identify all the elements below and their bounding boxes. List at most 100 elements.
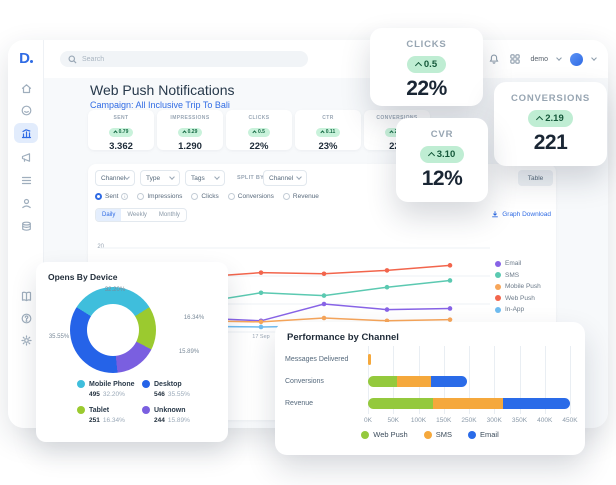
graph-download-link[interactable]: Graph Download: [491, 210, 551, 218]
contacts-icon[interactable]: [14, 193, 38, 213]
legend-dot: [495, 272, 501, 278]
legend-dot: [142, 380, 150, 388]
search-placeholder: Search: [82, 55, 105, 63]
up-trend-icon: [389, 130, 394, 135]
x-axis-tick: 17 Sep: [252, 334, 270, 340]
trend-badge: 0.79: [108, 127, 134, 137]
search-icon: [68, 54, 77, 64]
stat-value: 1.290: [178, 141, 202, 152]
bar-segment: [433, 398, 503, 409]
avatar[interactable]: [570, 52, 583, 66]
opens-by-device-card: Opens By Device 32.20% 16.34% 15.89% 35.…: [36, 262, 228, 442]
search-input[interactable]: Search: [60, 51, 308, 67]
slice-label-desktop: 35.55%: [48, 334, 70, 340]
stat-label: CONVERSIONS: [376, 115, 418, 121]
stat-label: CTR: [322, 115, 334, 121]
info-icon: i: [121, 192, 129, 200]
megaphone-icon[interactable]: [14, 147, 38, 167]
x-axis-tick: 0K: [364, 417, 372, 424]
username[interactable]: demo: [530, 55, 548, 63]
chevron-down-icon: [124, 174, 130, 180]
stat-label: IMPRESSIONS: [170, 115, 210, 121]
bar-segment: [368, 398, 434, 409]
radio-sent[interactable]: Sent i: [95, 192, 129, 200]
up-trend-icon: [252, 130, 257, 135]
radio-dot: [95, 192, 102, 200]
chevron-down-icon: [214, 174, 220, 180]
help-icon[interactable]: [14, 308, 38, 328]
period-tabs: Daily Weekly Monthly: [95, 208, 187, 222]
slice-label-mobile: 32.20%: [104, 287, 126, 293]
slice-label-tablet: 16.34%: [183, 315, 205, 321]
legend-item: Email: [467, 430, 499, 439]
bar-segment: [368, 376, 398, 387]
bar-segment: [430, 376, 467, 387]
stat-card-sent: SENT 0.79 3.362: [88, 110, 154, 152]
legend-item: Mobile Push: [495, 283, 541, 290]
tab-daily[interactable]: Daily: [96, 209, 122, 221]
trend-badge: 2.19: [528, 110, 573, 127]
table-view-button[interactable]: Table: [518, 170, 553, 186]
settings-gear-icon[interactable]: [14, 330, 38, 350]
bar-row-label: Conversions: [285, 378, 324, 385]
stat-label: SENT: [113, 115, 129, 121]
performance-by-channel-card: Performance by Channel Messages Delivere…: [275, 322, 585, 455]
tab-weekly[interactable]: Weekly: [127, 212, 147, 218]
type-dropdown[interactable]: Type: [140, 170, 180, 186]
gridline: [570, 346, 571, 414]
radio-dot: [137, 192, 145, 200]
up-trend-icon: [414, 61, 422, 70]
up-trend-icon: [536, 115, 544, 124]
trend-badge: 0.29: [177, 127, 203, 137]
legend-dot: [77, 406, 85, 414]
stat-card-ctr: CTR 0.11 23%: [295, 110, 361, 152]
card-value: 221: [533, 131, 568, 154]
legend-item: In-App: [495, 306, 541, 313]
legend-item: SMS: [423, 430, 452, 439]
radio-conversions[interactable]: Conversions: [227, 192, 274, 200]
chevron-down-icon[interactable]: [556, 55, 562, 61]
legend-dot: [495, 306, 501, 313]
bar-row-label: Messages Delivered: [285, 356, 349, 363]
card-title: CLICKS: [406, 39, 447, 50]
analytics-icon[interactable]: [14, 123, 38, 143]
bar-segment: [502, 398, 570, 409]
y-axis-tick: 20: [97, 244, 104, 250]
apps-grid-icon[interactable]: [509, 53, 521, 65]
channel-dropdown[interactable]: Channel: [95, 170, 135, 186]
stat-card-impressions: IMPRESSIONS 0.29 1.290: [157, 110, 223, 152]
split-by-label: SPLIT BY: [237, 175, 265, 181]
radio-revenue[interactable]: Revenue: [282, 192, 319, 200]
radio-clicks[interactable]: Clicks: [191, 192, 219, 200]
home-icon[interactable]: [14, 78, 38, 98]
x-axis-tick: 300K: [486, 417, 502, 424]
x-axis-tick: 450K: [562, 417, 578, 424]
legend-dot: [495, 295, 501, 301]
card-title: Performance by Channel: [287, 332, 399, 343]
topbar-actions: demo: [488, 48, 597, 70]
radio-dot: [282, 192, 290, 200]
tab-monthly[interactable]: Monthly: [158, 212, 180, 218]
tags-dropdown[interactable]: Tags: [185, 170, 225, 186]
docs-icon[interactable]: [14, 286, 38, 306]
legend-dot: [77, 380, 85, 388]
brand-logo[interactable]: D: [8, 50, 44, 67]
floating-card-clicks: CLICKS 0.5 22%: [370, 28, 483, 106]
gridline: [519, 346, 521, 414]
split-by-dropdown[interactable]: Channel: [263, 170, 307, 186]
line-chart-legend: Email SMS Mobile Push Web Push In-App: [495, 260, 541, 313]
x-axis-tick: 150K: [436, 417, 452, 424]
database-icon[interactable]: [14, 216, 38, 236]
legend-item: SMS: [495, 272, 541, 279]
chat-icon[interactable]: [14, 100, 38, 120]
list-icon[interactable]: [14, 170, 38, 190]
chevron-down-icon: [296, 174, 302, 180]
radio-impressions[interactable]: Impressions: [137, 192, 182, 200]
legend-item: Tablet 251 16.34%: [77, 406, 147, 424]
trend-badge: 0.5: [406, 56, 447, 73]
campaign-link[interactable]: Campaign: All Inclusive Trip To Bali: [90, 100, 230, 110]
notifications-bell-icon[interactable]: [488, 53, 500, 65]
metric-radios: Sent i Impressions Clicks Conversions Rev…: [95, 191, 319, 201]
stat-label: CLICKS: [248, 115, 270, 121]
chevron-down-icon[interactable]: [591, 55, 597, 61]
